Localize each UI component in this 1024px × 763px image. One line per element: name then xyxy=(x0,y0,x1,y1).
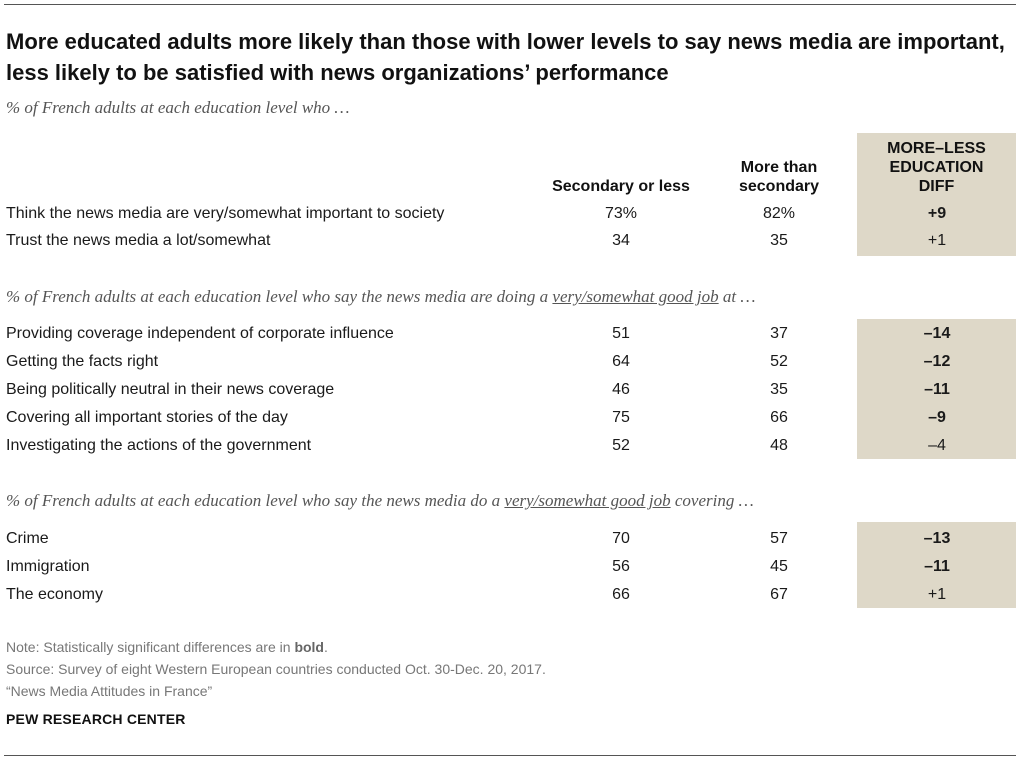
diff-column-bg-3 xyxy=(857,522,1016,608)
value-more-than-secondary: 45 xyxy=(770,558,788,575)
bottom-rule xyxy=(4,755,1016,756)
section-2-subtitle-pre: % of French adults at each education lev… xyxy=(6,287,553,306)
note-bold: bold xyxy=(294,639,324,655)
row-label: The economy xyxy=(6,586,103,603)
table-row: Being politically neutral in their news … xyxy=(0,376,1024,404)
value-secondary-or-less: 64 xyxy=(612,353,630,370)
value-diff: –11 xyxy=(924,381,950,398)
value-diff: –9 xyxy=(928,409,946,426)
col-header-more-than-secondary: More than secondary xyxy=(719,158,839,196)
section-2-subtitle: % of French adults at each education lev… xyxy=(6,287,755,307)
col-header-more-than-line1: More than xyxy=(740,159,818,176)
value-secondary-or-less: 66 xyxy=(612,586,630,603)
col-header-diff-line2: EDUCATION xyxy=(889,159,984,176)
col-header-more-than-line2: secondary xyxy=(738,178,820,195)
section-2-subtitle-post: at … xyxy=(718,287,756,306)
value-diff: +1 xyxy=(927,232,947,249)
value-more-than-secondary: 52 xyxy=(770,353,788,370)
diff-column-bg-1 xyxy=(857,133,1016,256)
value-diff: +9 xyxy=(927,205,947,222)
section-3-subtitle-pre: % of French adults at each education lev… xyxy=(6,491,505,510)
row-label: Trust the news media a lot/somewhat xyxy=(6,232,271,249)
row-label: Crime xyxy=(6,530,49,547)
table-row: Investigating the actions of the governm… xyxy=(0,432,1024,460)
row-label: Providing coverage independent of corpor… xyxy=(6,325,394,342)
section-3-subtitle-underlined: very/somewhat good job xyxy=(504,491,671,510)
table-row: Providing coverage independent of corpor… xyxy=(0,320,1024,348)
value-diff: –13 xyxy=(923,530,951,547)
org-label: PEW RESEARCH CENTER xyxy=(6,711,186,727)
table-row: The economy 66 67 +1 xyxy=(0,581,1024,609)
section-1-subtitle: % of French adults at each education lev… xyxy=(6,98,350,117)
value-more-than-secondary: 48 xyxy=(770,437,788,454)
row-label: Investigating the actions of the governm… xyxy=(6,437,312,454)
value-secondary-or-less: 56 xyxy=(612,558,630,575)
top-rule xyxy=(4,4,1016,5)
value-more-than-secondary: 57 xyxy=(770,530,788,547)
row-label: Think the news media are very/somewhat i… xyxy=(6,205,445,222)
value-secondary-or-less: 75 xyxy=(612,409,630,426)
table-row: Think the news media are very/somewhat i… xyxy=(0,200,1024,228)
note: Note: Statistically significant differen… xyxy=(6,636,328,658)
value-diff: –4 xyxy=(928,437,946,454)
row-label: Covering all important stories of the da… xyxy=(6,409,288,426)
value-secondary-or-less: 34 xyxy=(612,232,630,249)
value-more-than-secondary: 67 xyxy=(770,586,788,603)
note-pre: Note: Statistically significant differen… xyxy=(6,639,295,655)
value-secondary-or-less: 52 xyxy=(612,437,630,454)
row-label: Being politically neutral in their news … xyxy=(6,381,335,398)
value-more-than-secondary: 66 xyxy=(770,409,788,426)
value-diff: +1 xyxy=(927,586,947,603)
value-diff: –12 xyxy=(923,353,951,370)
table-row: Crime 70 57 –13 xyxy=(0,525,1024,553)
value-more-than-secondary: 37 xyxy=(770,325,788,342)
value-secondary-or-less: 46 xyxy=(612,381,630,398)
section-2-subtitle-underlined: very/somewhat good job xyxy=(552,287,719,306)
table-row: Immigration 56 45 –11 xyxy=(0,553,1024,581)
report-title: “News Media Attitudes in France” xyxy=(6,683,213,699)
value-more-than-secondary: 35 xyxy=(770,381,788,398)
value-diff: –14 xyxy=(923,325,951,342)
col-header-secondary-or-less: Secondary or less xyxy=(552,178,690,195)
col-header-diff-line1: MORE–LESS xyxy=(887,140,986,157)
chart-title: More educated adults more likely than th… xyxy=(6,29,1005,85)
col-header-diff: MORE–LESS EDUCATION DIFF xyxy=(857,139,1016,196)
table-row: Trust the news media a lot/somewhat 34 3… xyxy=(0,227,1024,255)
note-post: . xyxy=(323,639,328,655)
source-note: Source: Survey of eight Western European… xyxy=(6,661,546,677)
value-secondary-or-less: 51 xyxy=(612,325,630,342)
row-label: Immigration xyxy=(6,558,90,575)
table-row: Getting the facts right 64 52 –12 xyxy=(0,348,1024,376)
value-diff: –11 xyxy=(924,558,950,575)
section-3-subtitle: % of French adults at each education lev… xyxy=(6,491,754,511)
diff-column-bg-2 xyxy=(857,319,1016,459)
section-3-subtitle-post: covering … xyxy=(670,491,754,510)
value-secondary-or-less: 73% xyxy=(604,205,638,222)
value-more-than-secondary: 82% xyxy=(762,205,796,222)
table-row: Covering all important stories of the da… xyxy=(0,404,1024,432)
row-label: Getting the facts right xyxy=(6,353,159,370)
value-secondary-or-less: 70 xyxy=(612,530,630,547)
col-header-diff-line3: DIFF xyxy=(918,178,955,195)
value-more-than-secondary: 35 xyxy=(770,232,788,249)
